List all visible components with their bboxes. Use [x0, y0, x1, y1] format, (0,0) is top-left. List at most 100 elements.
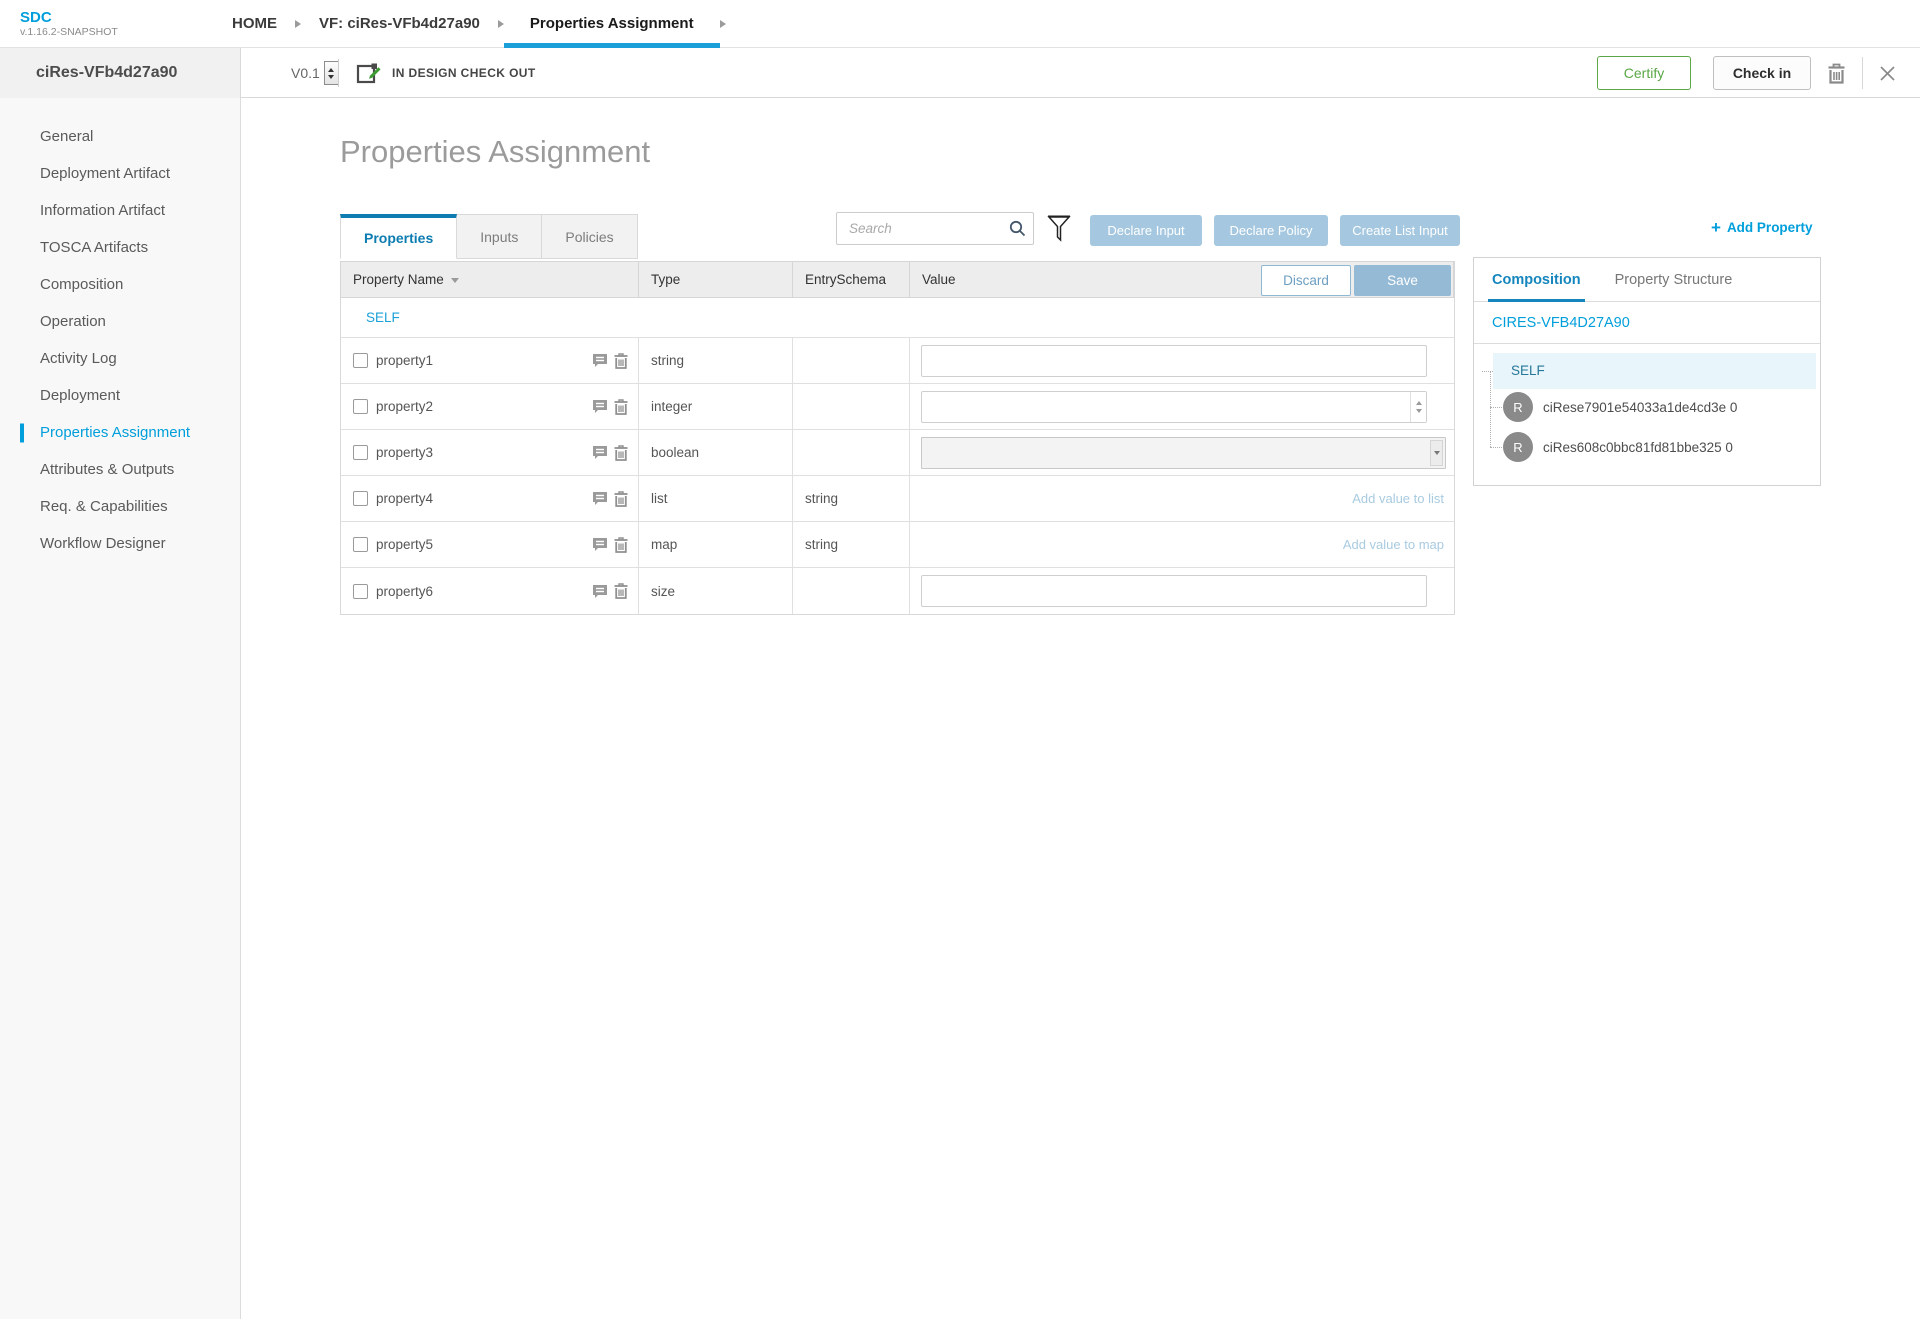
stepper-down-icon — [328, 74, 335, 79]
tab-composition[interactable]: Composition — [1488, 258, 1585, 302]
comment-icon[interactable] — [592, 353, 608, 368]
sidebar-item-composition[interactable]: Composition — [40, 276, 124, 293]
value-input[interactable] — [921, 344, 1427, 377]
delete-property-icon[interactable] — [614, 352, 628, 369]
add-value-to-map-link[interactable]: Add value to map — [1342, 537, 1444, 552]
column-label: Type — [651, 272, 681, 287]
number-spinner[interactable] — [1410, 391, 1426, 422]
table-body: SELF property1 — [340, 298, 1455, 615]
comment-icon[interactable] — [592, 445, 608, 460]
row-actions — [592, 384, 628, 429]
delete-entity-icon[interactable] — [1825, 61, 1848, 86]
delete-property-icon[interactable] — [614, 536, 628, 553]
column-header-value: Value — [910, 262, 1454, 297]
declare-policy-button[interactable]: Declare Policy — [1214, 215, 1328, 246]
main-content: Properties Assignment Properties Inputs … — [241, 98, 1920, 1319]
row-checkbox[interactable] — [353, 537, 368, 552]
tree-node[interactable]: R ciRese7901e54033a1de4cd3e 0 — [1503, 392, 1737, 422]
sidebar-item-attributes-outputs[interactable]: Attributes & Outputs — [40, 461, 175, 478]
properties-table: Property Name Type EntrySchema Value Dis… — [340, 261, 1455, 615]
tab-inputs[interactable]: Inputs — [457, 214, 543, 259]
select-dropdown-icon — [1430, 439, 1443, 466]
sidebar-item-deployment-artifact[interactable]: Deployment Artifact — [40, 165, 171, 182]
row-checkbox[interactable] — [353, 353, 368, 368]
version-stepper[interactable] — [323, 61, 339, 85]
property-name: property6 — [376, 583, 434, 599]
discard-button[interactable]: Discard — [1261, 265, 1351, 296]
property-type-cell: list — [639, 476, 793, 521]
value-number-input[interactable] — [921, 390, 1427, 423]
lifecycle-status: IN DESIGN CHECK OUT — [392, 66, 536, 80]
tree-node-self[interactable]: SELF — [1493, 353, 1816, 389]
certify-button[interactable]: Certify — [1597, 56, 1691, 90]
top-nav-bar: SDC v.1.16.2-SNAPSHOT HOME VF: ciRes-VFb… — [0, 0, 1920, 48]
sidebar-item-deployment[interactable]: Deployment — [40, 387, 121, 404]
save-button[interactable]: Save — [1354, 265, 1451, 296]
add-value-to-list-link[interactable]: Add value to list — [1352, 491, 1444, 506]
row-checkbox[interactable] — [353, 445, 368, 460]
table-row: property4 — [341, 476, 1454, 522]
tree-guide-line — [1490, 371, 1491, 447]
breadcrumb-properties-assignment[interactable]: Properties Assignment — [503, 0, 720, 48]
property-name-cell: property4 — [341, 476, 639, 521]
delete-property-icon[interactable] — [614, 490, 628, 507]
breadcrumb-separator-icon — [719, 19, 726, 28]
table-header-actions: Discard Save — [1261, 265, 1451, 296]
group-row-self[interactable]: SELF — [341, 298, 1454, 338]
row-actions — [592, 476, 628, 521]
checkin-button[interactable]: Check in — [1713, 56, 1811, 90]
search-input[interactable] — [836, 212, 1034, 245]
declare-input-button[interactable]: Declare Input — [1090, 215, 1202, 246]
stepper-up-icon — [328, 67, 335, 72]
table-row: property5 — [341, 522, 1454, 568]
add-property-button[interactable]: + Add Property — [1711, 219, 1812, 236]
sidebar-item-general[interactable]: General — [40, 128, 94, 145]
sidebar-item-tosca-artifacts[interactable]: TOSCA Artifacts — [40, 239, 149, 256]
tab-property-structure[interactable]: Property Structure — [1614, 271, 1733, 288]
add-property-label: Add Property — [1726, 220, 1813, 235]
search-box — [836, 212, 1034, 245]
table-row: property2 — [341, 384, 1454, 430]
table-row: property3 — [341, 430, 1454, 476]
sidebar-item-activity-log[interactable]: Activity Log — [40, 350, 117, 367]
sidebar-item-req-capabilities[interactable]: Req. & Capabilities — [40, 498, 168, 515]
sort-descending-icon — [450, 278, 459, 283]
close-icon[interactable] — [1877, 63, 1898, 84]
search-icon — [1009, 220, 1026, 237]
sidebar-item-operation[interactable]: Operation — [40, 313, 106, 330]
value-cell: Add value to map — [910, 522, 1454, 567]
comment-icon[interactable] — [592, 584, 608, 599]
breadcrumb-vf[interactable]: VF: ciRes-VFb4d27a90 — [319, 15, 480, 32]
column-header-property-name[interactable]: Property Name — [341, 262, 639, 297]
filter-icon[interactable] — [1047, 215, 1071, 243]
delete-property-icon[interactable] — [614, 583, 628, 599]
row-checkbox[interactable] — [353, 583, 368, 599]
comment-icon[interactable] — [592, 399, 608, 414]
sdc-logo-text: SDC — [20, 9, 52, 26]
property-type-cell: map — [639, 522, 793, 567]
create-list-input-button[interactable]: Create List Input — [1340, 215, 1460, 246]
value-select[interactable] — [921, 436, 1446, 469]
header-divider — [1862, 57, 1863, 89]
breadcrumb-home[interactable]: HOME — [232, 15, 277, 32]
delete-property-icon[interactable] — [614, 444, 628, 461]
row-checkbox[interactable] — [353, 399, 368, 414]
property-name: property5 — [376, 537, 434, 552]
sidebar-item-workflow-designer[interactable]: Workflow Designer — [40, 535, 166, 552]
composition-tree: SELF R ciRese7901e54033a1de4cd3e 0 R ciR… — [1474, 344, 1820, 484]
column-header-type: Type — [639, 262, 793, 297]
table-header: Property Name Type EntrySchema Value Dis… — [340, 261, 1455, 298]
sdc-logo[interactable]: SDC v.1.16.2-SNAPSHOT — [0, 9, 200, 38]
delete-property-icon[interactable] — [614, 398, 628, 415]
sidebar-item-properties-assignment[interactable]: Properties Assignment — [0, 414, 240, 451]
tree-guide-line — [1482, 371, 1493, 372]
tab-properties[interactable]: Properties — [340, 214, 458, 259]
comment-icon[interactable] — [592, 491, 608, 506]
tree-node[interactable]: R ciRes608c0bbc81fd81bbe325 0 — [1503, 432, 1733, 462]
sidebar-item-information-artifact[interactable]: Information Artifact — [40, 202, 166, 219]
entry-schema-cell: string — [793, 522, 910, 567]
value-input[interactable] — [921, 575, 1427, 607]
row-checkbox[interactable] — [353, 491, 368, 506]
comment-icon[interactable] — [592, 537, 608, 552]
tab-policies[interactable]: Policies — [542, 214, 638, 259]
